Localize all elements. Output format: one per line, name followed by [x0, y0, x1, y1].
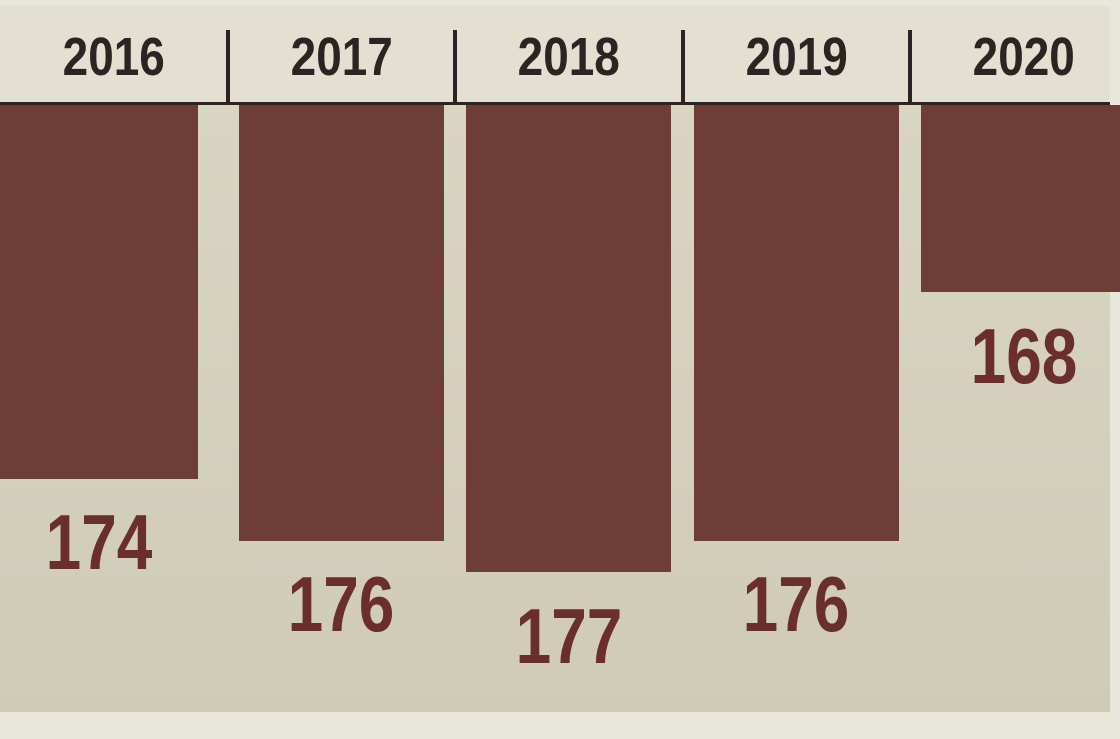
year-label-2020: 2020	[972, 27, 1075, 87]
value-label-2018: 177	[515, 591, 622, 680]
year-separator	[680, 30, 685, 102]
year-label-2019: 2019	[745, 27, 848, 87]
bar-2018	[466, 105, 671, 572]
bar-2016	[0, 105, 198, 479]
value-label-2016: 174	[45, 498, 153, 587]
year-separator	[453, 30, 457, 102]
bar-2020	[921, 105, 1120, 292]
year-label-2018: 2018	[517, 27, 620, 87]
header-band	[0, 6, 1110, 102]
year-label-2016: 2016	[62, 27, 165, 87]
year-separator	[908, 30, 912, 102]
value-label-2019: 176	[742, 560, 850, 649]
category-axis-line	[0, 102, 1110, 105]
value-label-2017: 176	[287, 560, 395, 649]
bar-2017	[238, 105, 444, 541]
value-label-2020: 168	[970, 311, 1077, 400]
bar-2019	[693, 105, 899, 541]
year-separator	[225, 30, 230, 102]
year-label-2017: 2017	[290, 27, 393, 87]
